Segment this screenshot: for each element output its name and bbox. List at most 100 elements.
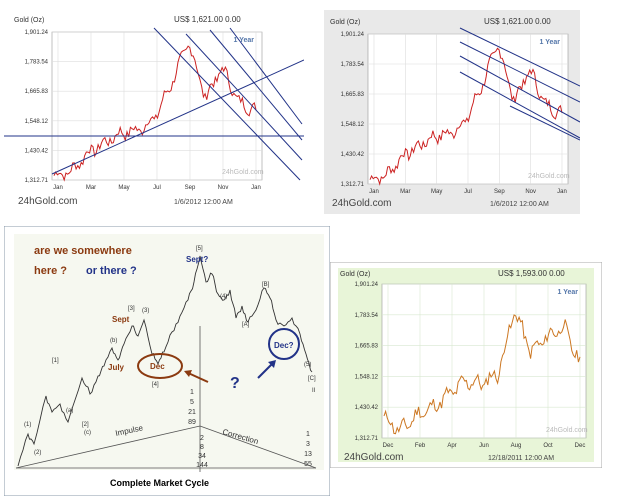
chart-title: Gold (Oz): [340, 271, 370, 278]
x-tick-label: Jul: [464, 189, 472, 195]
wave-label: (b): [110, 338, 117, 344]
y-tick-label: 1,312.71: [25, 178, 49, 184]
x-tick-label: Jan: [557, 189, 567, 195]
x-tick-label: Mar: [86, 185, 96, 191]
y-tick-label: 1,312.71: [341, 182, 365, 188]
x-tick-label: Dec: [575, 443, 586, 449]
brand-label: 24hGold.com: [332, 198, 391, 209]
price-readout: US$ 1,621.00 0.00: [174, 15, 241, 24]
x-tick-label: Oct: [543, 443, 553, 449]
period-label: 1 Year: [233, 37, 254, 44]
x-tick-label: Mar: [400, 189, 410, 195]
price-line: [53, 45, 257, 182]
fib-center: 8: [200, 444, 204, 451]
fib-center: 34: [198, 453, 206, 460]
y-tick-label: 1,783.54: [355, 313, 379, 319]
y-tick-label: 1,665.83: [341, 92, 365, 98]
wave-label: (5): [304, 362, 311, 368]
y-tick-label: 1,430.42: [355, 405, 379, 411]
y-tick-label: 1,430.42: [341, 152, 365, 158]
y-tick-label: 1,901.24: [25, 30, 49, 36]
trend-line: [209, 29, 303, 141]
wave-label: [5]: [196, 246, 203, 252]
watermark: 24hGold.com: [546, 427, 588, 434]
x-tick-label: Sep: [494, 189, 505, 195]
trend-line: [509, 105, 581, 141]
brand-label: 24hGold.com: [18, 196, 77, 207]
date-label: 1/6/2012 12:00 AM: [490, 201, 549, 208]
arrow-right-head: [268, 360, 276, 368]
watermark: 24hGold.com: [528, 173, 570, 180]
chart-svg: Jan Mar May Jul Sep Nov Jan 1,901.24 1,783.54 1,6…: [324, 10, 581, 214]
sept-label: Sept?: [186, 255, 208, 264]
dec-circle: [137, 353, 183, 379]
arrow-left-head: [184, 370, 192, 377]
y-tick-label: 1,665.83: [355, 344, 379, 350]
period-label: 1 Year: [539, 39, 560, 46]
sept-brown-label: Sept: [112, 315, 130, 324]
chart-svg: Dec Feb Apr Jun Aug Oct Dec 1,901.24 1,783.54 1,6…: [329, 261, 603, 469]
trend-line: [185, 33, 303, 161]
price-line: [383, 314, 581, 435]
fib-center: 2: [200, 435, 204, 442]
x-tick-label: Dec: [383, 443, 394, 449]
price-readout: US$ 1,621.00 0.00: [484, 17, 551, 26]
fib-left: 5: [190, 399, 194, 406]
y-tick-label: 1,548.12: [355, 374, 379, 380]
wave-label: [3]: [128, 306, 135, 312]
date-label: 1/6/2012 12:00 AM: [174, 199, 233, 206]
gold-chart-bottom-right: Dec Feb Apr Jun Aug Oct Dec 1,901.24 1,783.54 1,6…: [329, 261, 603, 469]
x-tick-label: Aug: [511, 443, 522, 449]
dec2-circle: [268, 328, 300, 360]
wave-label: (4): [220, 294, 227, 300]
gold-chart-top-right: Jan Mar May Jul Sep Nov Jan 1,901.24 1,783.54 1,6…: [324, 10, 581, 214]
wave-label: [4]: [152, 382, 159, 388]
impulse-line: [15, 425, 201, 469]
y-tick-label: 1,901.24: [341, 32, 365, 38]
x-tick-label: Jan: [369, 189, 379, 195]
fib-left: 1: [190, 389, 194, 396]
wave-label: (1): [24, 422, 31, 428]
trend-line: [229, 27, 303, 125]
period-label: 1 Year: [557, 289, 578, 296]
trend-line: [459, 71, 581, 139]
y-tick-label: 1,430.42: [25, 148, 49, 154]
trend-line: [459, 41, 581, 103]
fib-right: 13: [304, 451, 312, 458]
wave-label: [2]: [82, 422, 89, 428]
x-tick-label: Nov: [218, 185, 229, 191]
x-tick-label: May: [118, 185, 129, 191]
gold-chart-top-left: Jan Mar May Jul Sep Nov Jan 1,901.24 1,783.54 1,6…: [4, 10, 305, 210]
wave-label: (a): [66, 408, 73, 414]
fib-left: 89: [188, 419, 196, 426]
y-tick-label: 1,783.54: [25, 60, 49, 66]
trend-line: [459, 27, 581, 87]
question-mark: ?: [230, 375, 240, 392]
x-tick-label: Jan: [251, 185, 261, 191]
x-tick-label: Jun: [479, 443, 489, 449]
x-tick-label: Jul: [153, 185, 161, 191]
y-tick-label: 1,312.71: [355, 436, 379, 442]
dec2-label: Dec?: [274, 341, 294, 350]
wave-label: [B]: [262, 282, 270, 288]
brand-label: 24hGold.com: [344, 452, 403, 463]
x-tick-label: Sep: [185, 185, 196, 191]
chart-title: Gold (Oz): [14, 17, 44, 24]
trend-line: [153, 27, 301, 181]
wave-path: [17, 255, 313, 467]
wave-label: [C]: [308, 376, 316, 382]
date-label: 12/18/2011 12:00 AM: [488, 455, 554, 462]
wave-label: (2): [34, 450, 41, 456]
chart-title: Gold (Oz): [330, 19, 360, 26]
y-tick-label: 1,665.83: [25, 89, 49, 95]
x-tick-label: Jan: [53, 185, 63, 191]
question-or-there: or there ?: [86, 265, 137, 277]
price-line: [369, 47, 563, 186]
caption: Complete Market Cycle: [110, 478, 209, 488]
y-tick-label: 1,901.24: [355, 282, 379, 288]
dec-label: Dec: [150, 362, 165, 371]
wave-label: [A]: [242, 322, 250, 328]
x-tick-label: Feb: [415, 443, 426, 449]
y-tick-label: 1,548.12: [341, 122, 365, 128]
